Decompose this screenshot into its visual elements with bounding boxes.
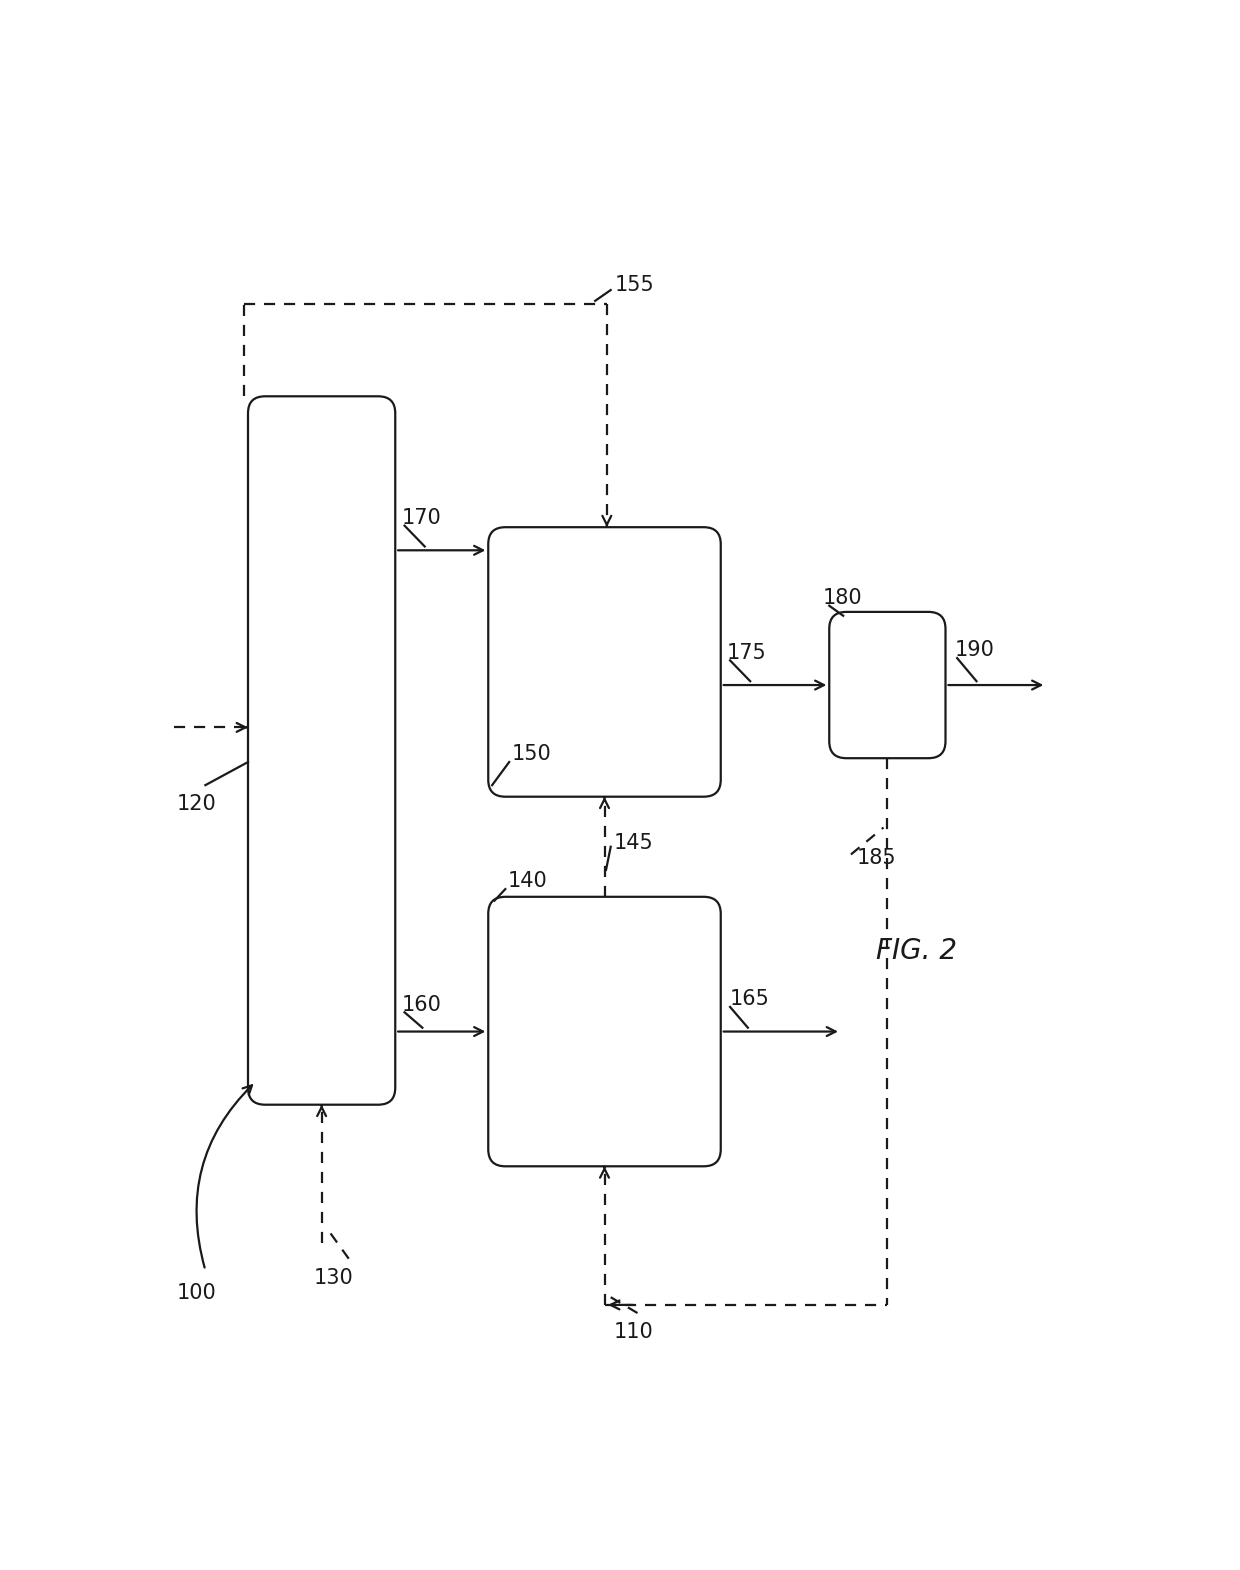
Text: 185: 185 <box>857 848 897 868</box>
Text: 175: 175 <box>727 642 766 663</box>
Text: FIG. 2: FIG. 2 <box>875 937 957 964</box>
Text: 150: 150 <box>511 744 552 765</box>
FancyBboxPatch shape <box>489 528 720 796</box>
FancyBboxPatch shape <box>489 896 720 1167</box>
Text: 180: 180 <box>823 589 863 608</box>
Text: 165: 165 <box>730 989 770 1010</box>
Text: 160: 160 <box>402 995 441 1014</box>
Text: 120: 120 <box>176 794 217 815</box>
Text: 130: 130 <box>314 1269 353 1287</box>
Text: 100: 100 <box>176 1283 217 1303</box>
Text: 155: 155 <box>615 275 655 295</box>
Text: 140: 140 <box>507 871 547 892</box>
FancyBboxPatch shape <box>248 396 396 1105</box>
Text: 145: 145 <box>614 834 653 853</box>
Text: 110: 110 <box>614 1322 653 1342</box>
Text: 170: 170 <box>402 509 441 528</box>
Text: 190: 190 <box>955 641 994 661</box>
FancyBboxPatch shape <box>830 612 945 758</box>
